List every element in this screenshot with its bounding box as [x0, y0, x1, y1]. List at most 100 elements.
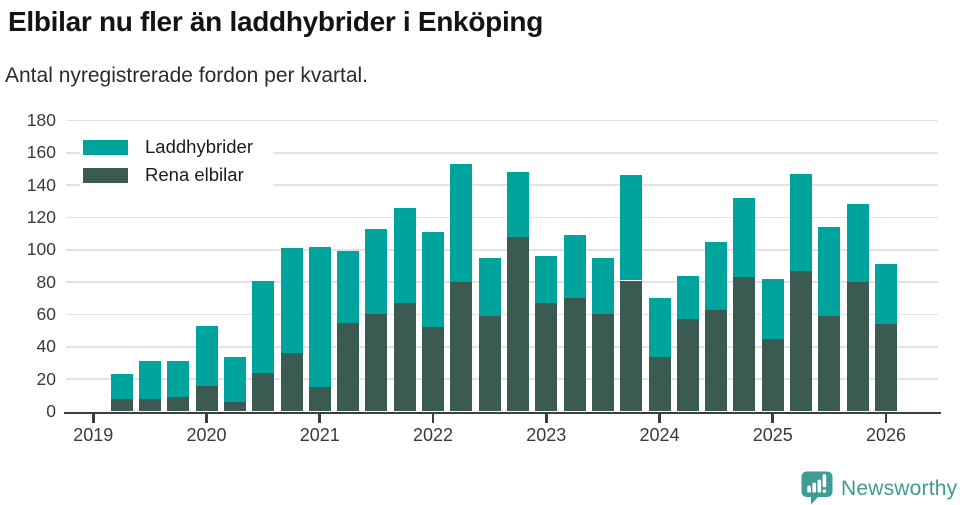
gridline — [66, 281, 938, 283]
x-axis-tick-label: 2019 — [73, 425, 114, 445]
bar-segment-laddhybrider — [450, 164, 473, 283]
x-axis-tick-label: 2020 — [186, 425, 227, 445]
newsworthy-logo-icon — [801, 471, 833, 505]
x-axis-tick-label: 2025 — [752, 425, 793, 445]
x-axis-tick — [318, 411, 322, 423]
bar-segment-laddhybrider — [563, 235, 586, 299]
x-axis — [64, 411, 941, 415]
bar-segment-rena-elbilar — [110, 398, 133, 412]
bar-segment-laddhybrider — [875, 264, 897, 325]
bar-segment-rena-elbilar — [705, 309, 728, 412]
bar-segment-rena-elbilar — [308, 387, 331, 412]
bar-segment-laddhybrider — [167, 361, 190, 397]
y-axis-tick-label: 160 — [26, 142, 56, 163]
bar-segment-laddhybrider — [506, 172, 529, 237]
bar-segment-laddhybrider — [591, 257, 614, 315]
y-axis-tick-label: 120 — [26, 206, 56, 227]
x-axis-tick — [771, 411, 775, 423]
gridline — [66, 313, 938, 316]
bar-segment-laddhybrider — [648, 298, 671, 357]
gridline — [66, 119, 938, 122]
legend-swatch-rena-elbilar — [83, 168, 128, 183]
bar-segment-rena-elbilar — [875, 324, 897, 412]
bar-segment-laddhybrider — [535, 256, 558, 304]
bar-segment-rena-elbilar — [620, 280, 643, 412]
x-axis-tick — [431, 411, 435, 423]
bar-segment-rena-elbilar — [252, 372, 275, 412]
bar-segment-rena-elbilar — [393, 303, 416, 412]
bar-segment-rena-elbilar — [450, 282, 473, 412]
bar-segment-laddhybrider — [761, 278, 784, 339]
bar-segment-laddhybrider — [195, 325, 218, 386]
bar-segment-laddhybrider — [705, 241, 728, 310]
y-axis-tick-label: 60 — [36, 303, 56, 324]
bar-segment-rena-elbilar — [365, 314, 388, 412]
bar-segment-rena-elbilar — [506, 236, 529, 412]
bar-segment-laddhybrider — [846, 204, 869, 283]
bar-segment-laddhybrider — [620, 175, 643, 281]
bar-segment-rena-elbilar — [167, 396, 190, 412]
legend-swatch-laddhybrider — [83, 140, 128, 155]
x-axis-tick — [884, 411, 888, 423]
bar-segment-rena-elbilar — [818, 316, 841, 412]
x-axis-tick — [544, 411, 548, 423]
bar-segment-rena-elbilar — [790, 270, 812, 412]
bar-segment-rena-elbilar — [535, 303, 558, 412]
bar-segment-laddhybrider — [676, 275, 699, 320]
y-axis-tick-label: 80 — [36, 271, 56, 292]
y-axis-tick-label: 100 — [26, 239, 56, 260]
x-axis-tick-label: 2024 — [639, 425, 680, 445]
gridline — [66, 346, 938, 348]
x-axis-tick-label: 2021 — [299, 425, 340, 445]
legend-label: Laddhybrider — [145, 136, 253, 157]
bar-segment-laddhybrider — [110, 374, 133, 399]
bar-segment-rena-elbilar — [223, 401, 246, 412]
chart-subtitle: Antal nyregistrerade fordon per kvartal. — [5, 64, 369, 87]
bar-segment-rena-elbilar — [846, 282, 869, 412]
bar-segment-laddhybrider — [223, 356, 246, 402]
x-axis-tick — [205, 411, 208, 423]
chart-title: Elbilar nu fler än laddhybrider i Enköpi… — [8, 6, 544, 37]
bar-segment-rena-elbilar — [422, 327, 444, 412]
gridline — [66, 248, 938, 251]
gridline — [66, 184, 938, 186]
legend-label: Rena elbilar — [145, 164, 244, 185]
gridline — [66, 151, 938, 154]
bar-segment-laddhybrider — [280, 248, 303, 354]
bar-segment-rena-elbilar — [195, 385, 218, 412]
y-axis-tick-label: 180 — [26, 109, 56, 130]
x-axis-tick-label: 2026 — [865, 425, 906, 445]
bar-segment-laddhybrider — [733, 198, 756, 278]
bar-segment-rena-elbilar — [648, 356, 671, 412]
y-axis-tick-label: 20 — [36, 368, 56, 389]
bar-segment-laddhybrider — [790, 173, 812, 271]
x-axis-tick — [658, 411, 661, 423]
bar-segment-laddhybrider — [365, 228, 388, 315]
bar-segment-laddhybrider — [478, 257, 501, 317]
bar-segment-rena-elbilar — [761, 338, 784, 412]
bar-segment-rena-elbilar — [563, 298, 586, 412]
bar-segment-rena-elbilar — [337, 322, 360, 412]
bar-segment-rena-elbilar — [676, 319, 699, 412]
bar-segment-laddhybrider — [337, 251, 360, 323]
y-axis-tick-label: 40 — [36, 336, 56, 357]
bar-segment-laddhybrider — [422, 231, 444, 328]
bar-segment-laddhybrider — [138, 361, 161, 399]
x-axis-tick — [91, 411, 95, 423]
bar-segment-rena-elbilar — [733, 277, 756, 412]
bar-segment-laddhybrider — [252, 280, 275, 373]
y-axis-tick-label: 140 — [26, 174, 56, 195]
brand-name: Newsworthy — [841, 477, 958, 500]
bar-segment-rena-elbilar — [591, 314, 614, 412]
x-axis-tick-label: 2023 — [526, 425, 567, 445]
bar-segment-rena-elbilar — [280, 353, 303, 412]
bar-segment-laddhybrider — [393, 207, 416, 304]
gridline — [66, 216, 938, 219]
bar-segment-rena-elbilar — [478, 316, 501, 412]
bar-segment-rena-elbilar — [138, 398, 161, 412]
bar-segment-laddhybrider — [818, 227, 841, 317]
gridline — [66, 378, 938, 380]
x-axis-tick-label: 2022 — [412, 425, 454, 445]
